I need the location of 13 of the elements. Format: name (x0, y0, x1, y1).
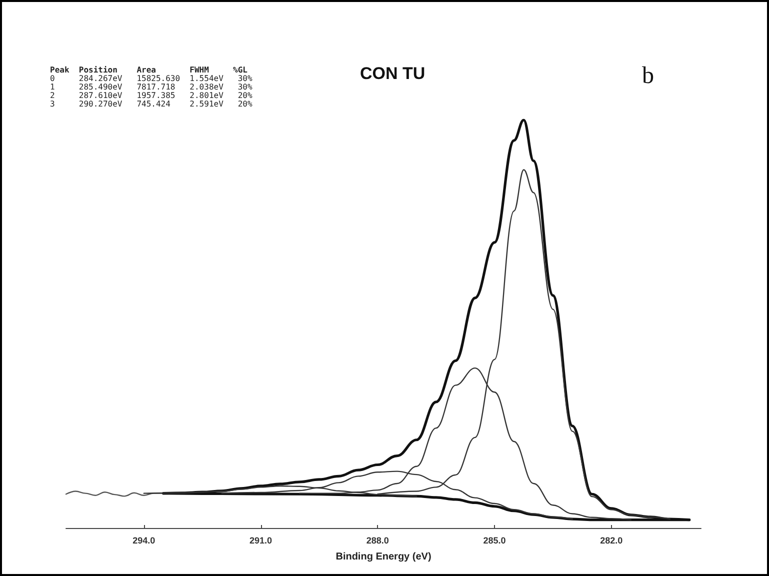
x-tick-label: 291.0 (250, 536, 272, 546)
x-tick-label: 282.0 (600, 536, 623, 546)
x-tick-label: 294.0 (132, 536, 156, 546)
chart-title: CON TU (360, 64, 426, 83)
text: 1 285.490eV 7817.718 2.038eV 30% (50, 82, 252, 92)
text: Peak Position Area FWHM %GL (50, 66, 248, 74)
text: 2 287.610eV 1957.385 2.801eV 20% (50, 91, 252, 100)
x-axis-title: Binding Energy (eV) (336, 552, 432, 562)
text: 0 284.267eV 15825.630 1.554eV 30% (50, 74, 252, 83)
x-tick-label: 285.0 (483, 536, 506, 546)
text: 3 290.270eV 745.424 2.591eV 20% (50, 100, 252, 108)
text: b (642, 63, 654, 89)
x-tick-label: 288.0 (366, 536, 389, 546)
